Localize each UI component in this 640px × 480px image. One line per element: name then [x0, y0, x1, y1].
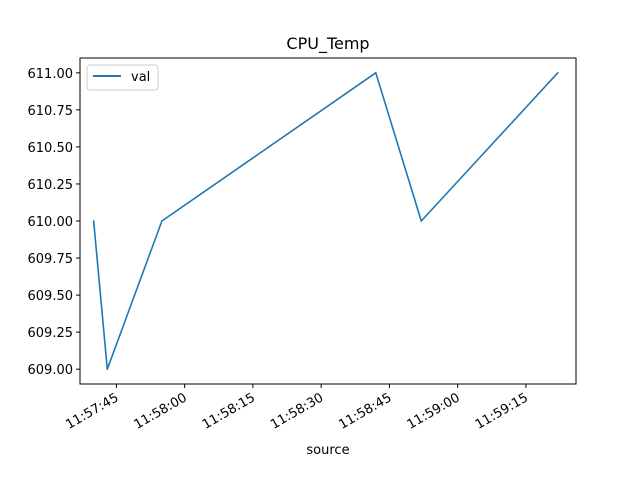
- x-tick-label: 11:59:00: [405, 390, 463, 432]
- y-tick-label: 611.00: [28, 67, 74, 82]
- y-tick-label: 609.50: [28, 289, 74, 304]
- legend-box: [86, 64, 159, 91]
- data-point: [92, 220, 95, 222]
- series-layer: [92, 72, 559, 370]
- x-axis: 11:57:45 11:58:00 11:58:15 11:58:30 11:58:45…: [63, 384, 531, 433]
- data-point: [106, 368, 109, 370]
- series-line-val: [92, 72, 559, 370]
- chart-title: CPU_Temp: [286, 34, 369, 54]
- x-tick-label: 11:58:15: [200, 390, 258, 432]
- y-tick-label: 610.25: [28, 178, 74, 193]
- data-point: [161, 220, 163, 222]
- x-tick-label: 11:59:15: [473, 390, 531, 432]
- x-tick-label: 11:58:30: [268, 390, 326, 432]
- x-tick-label: 11:58:45: [336, 390, 394, 432]
- x-tick-label: 11:58:00: [132, 390, 190, 432]
- y-tick-label: 610.50: [28, 141, 74, 156]
- data-point: [374, 72, 377, 74]
- data-point: [556, 72, 559, 74]
- legend-label: val: [131, 70, 150, 85]
- y-tick-label: 609.75: [28, 252, 74, 267]
- y-tick-label: 610.00: [28, 215, 74, 230]
- y-axis: 609.00 609.25 609.50 609.75 610.00 610.25 610.…: [28, 67, 80, 378]
- x-tick-label: 11:57:45: [63, 390, 121, 432]
- y-tick-label: 610.75: [28, 104, 74, 119]
- data-point: [420, 220, 423, 222]
- plot-frame: [79, 57, 577, 385]
- y-tick-label: 609.00: [28, 363, 74, 378]
- legend: val: [86, 64, 159, 91]
- x-axis-label: source: [306, 443, 349, 458]
- y-tick-label: 609.25: [28, 326, 74, 341]
